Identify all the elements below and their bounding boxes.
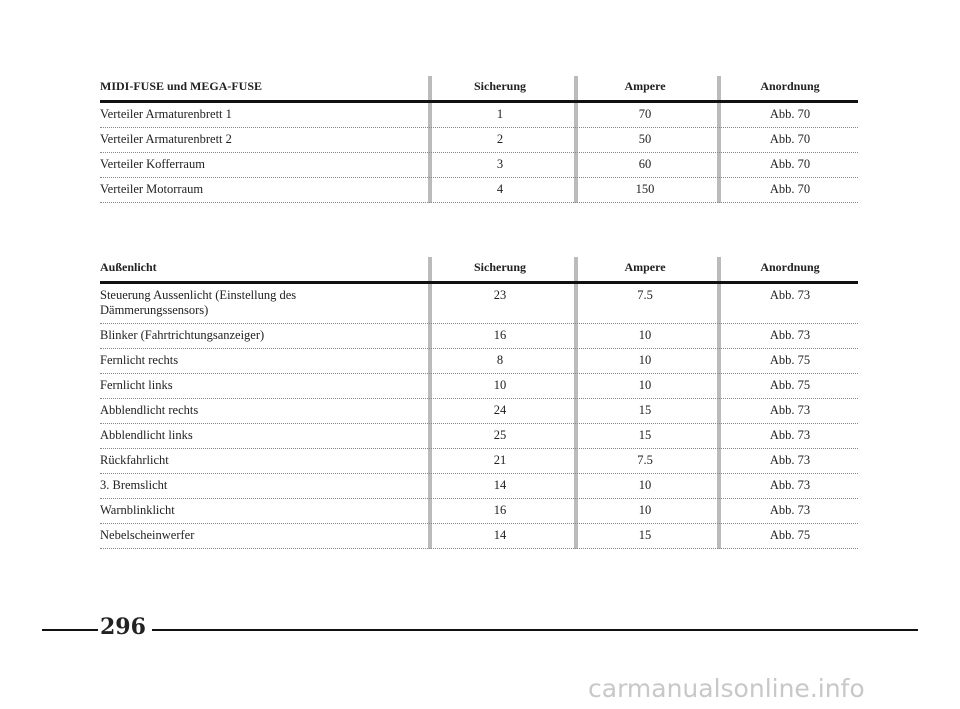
cell: 14 [493,478,507,492]
cell: 4 [496,182,504,196]
cell: 21 [493,453,507,467]
table-row: Abblendlicht links 25 15 Abb. 73 [100,424,858,449]
cell: 150 [635,182,655,196]
rule [42,629,98,631]
cell: 10 [638,328,652,342]
cell: Abb. 73 [769,428,811,442]
cell: Verteiler Armaturenbrett 1 [100,107,232,121]
cell: 23 [493,288,507,302]
cell: 3 [496,157,504,171]
cell: Abb. 75 [769,528,811,542]
cell: 15 [638,403,652,417]
table-row: Fernlicht links 10 10 Abb. 75 [100,374,858,399]
header-row: MIDI-FUSE und MEGA-FUSE Sicherung Ampere An… [100,78,858,103]
cell: Abb. 70 [769,157,811,171]
header-row: Außenlicht Sicherung Ampere Anordnung [100,259,858,284]
fuse-table: Außenlicht Sicherung Ampere Anordnung Steuer… [100,257,858,549]
cell: 3. Bremslicht [100,478,168,492]
cell: Abblendlicht links [100,428,193,442]
cell: Abb. 70 [769,107,811,121]
column-divider [717,257,721,549]
cell: 14 [493,528,507,542]
cell: 25 [493,428,507,442]
cell: Abb. 73 [769,503,811,517]
cell: 10 [638,503,652,517]
cell: Fernlicht links [100,378,173,392]
header-cell: Ampere [624,260,666,274]
cell: Abb. 73 [769,478,811,492]
table-row: Verteiler Motorraum 4 150 Abb. 70 [100,178,858,203]
cell: 60 [638,157,652,171]
header-cell: Sicherung [473,260,526,274]
cell: 15 [638,528,652,542]
cell: Abb. 73 [769,453,811,467]
cell: 7.5 [637,453,653,467]
cell: Fernlicht rechts [100,353,179,367]
table-row: Verteiler Armaturenbrett 2 2 50 Abb. 70 [100,128,858,153]
table-row: Verteiler Kofferraum 3 60 Abb. 70 [100,153,858,178]
watermark: carmanualsonline.info [588,674,865,703]
cell: 10 [493,378,507,392]
cell: 10 [638,478,652,492]
cell: 15 [638,428,652,442]
cell: Rückfahrlicht [100,453,169,467]
fuse-table: MIDI-FUSE und MEGA-FUSE Sicherung Ampere An… [100,76,858,203]
cell: 16 [493,328,507,342]
header-cell: Anordnung [760,79,820,93]
table-row: Blinker (Fahrtrichtungsanzeiger) 16 10 Abb.… [100,324,858,349]
table-row: Abblendlicht rechts 24 15 Abb. 73 [100,399,858,424]
cell: Verteiler Armaturenbrett 2 [100,132,232,146]
column-divider [574,257,578,549]
column-divider [428,76,432,203]
column-divider [428,257,432,549]
header-cell: Anordnung [760,260,820,274]
cell: Abb. 70 [769,132,811,146]
cell: 16 [493,503,507,517]
cell: Abb. 75 [769,353,811,367]
table-row: Nebelscheinwerfer 14 15 Abb. 75 [100,524,858,549]
header-cell: Außenlicht [100,260,157,274]
table-row: Verteiler Armaturenbrett 1 1 70 Abb. 70 [100,103,858,128]
table-row: Warnblinklicht 16 10 Abb. 73 [100,499,858,524]
cell: 1 [496,107,504,121]
table-row: Steuerung Aussenlicht (Einstellung des D… [100,284,858,324]
cell: 2 [496,132,504,146]
cell: 24 [493,403,507,417]
column-divider [717,76,721,203]
cell: Steuerung Aussenlicht (Einstellung des D… [100,288,297,317]
cell: Blinker (Fahrtrichtungsanzeiger) [100,328,265,342]
page-number: 296 [100,614,146,640]
table-row: 3. Bremslicht 14 10 Abb. 73 [100,474,858,499]
cell: Verteiler Motorraum [100,182,204,196]
cell: 7.5 [637,288,653,302]
cell: Warnblinklicht [100,503,175,517]
cell: Abb. 70 [769,182,811,196]
cell: 70 [638,107,652,121]
rule [152,629,918,631]
header-cell: MIDI-FUSE und MEGA-FUSE [100,79,263,93]
cell: 10 [638,378,652,392]
cell: Abb. 73 [769,403,811,417]
cell: Verteiler Kofferraum [100,157,205,171]
cell: Abb. 73 [769,328,811,342]
table-row: Rückfahrlicht 21 7.5 Abb. 73 [100,449,858,474]
table-row: Fernlicht rechts 8 10 Abb. 75 [100,349,858,374]
column-divider [574,76,578,203]
header-cell: Ampere [624,79,666,93]
header-cell: Sicherung [473,79,526,93]
cell: Abblendlicht rechts [100,403,199,417]
cell: Abb. 73 [769,288,811,302]
cell: 8 [496,353,504,367]
cell: 10 [638,353,652,367]
cell: Abb. 75 [769,378,811,392]
cell: Nebelscheinwerfer [100,528,195,542]
cell: 50 [638,132,652,146]
